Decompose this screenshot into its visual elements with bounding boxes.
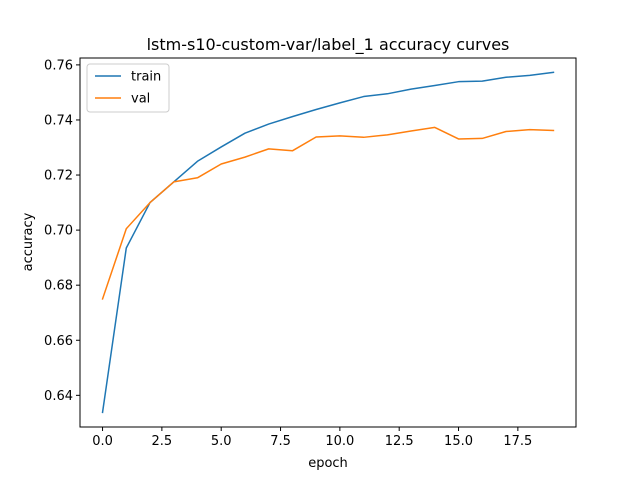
- x-tick-label: 0.0: [92, 434, 113, 449]
- x-axis: 0.0 2.5 5.0 7.5 10.0 12.5 15.0 17.5: [92, 427, 532, 449]
- series-line-val: [101, 126, 555, 300]
- legend-label-val: val: [131, 92, 150, 107]
- series-line-train: [101, 71, 555, 414]
- legend: train val: [86, 63, 170, 113]
- y-axis: 0.64 0.66 0.68 0.70 0.72 0.74 0.76: [44, 58, 80, 404]
- chart-title: lstm-s10-custom-var/label_1 accuracy cur…: [147, 35, 510, 55]
- x-tick-label: 15.0: [444, 434, 473, 449]
- x-tick-label: 7.5: [270, 434, 291, 449]
- y-tick-label: 0.72: [44, 169, 73, 184]
- x-tick-label: 10.0: [325, 434, 354, 449]
- y-tick-label: 0.68: [44, 279, 73, 294]
- x-tick-label: 12.5: [385, 434, 414, 449]
- y-tick-label: 0.76: [44, 58, 73, 73]
- x-tick-label: 2.5: [152, 434, 173, 449]
- x-tick-label: 5.0: [211, 434, 232, 449]
- plot-frame: [79, 57, 577, 428]
- plot-series: [101, 71, 555, 414]
- x-tick-label: 17.5: [503, 434, 532, 449]
- y-tick-label: 0.66: [44, 334, 73, 349]
- y-axis-label: accuracy: [21, 212, 36, 271]
- y-tick-label: 0.64: [44, 389, 73, 404]
- y-tick-label: 0.74: [44, 113, 73, 128]
- x-axis-label: epoch: [308, 456, 348, 471]
- legend-label-train: train: [131, 70, 161, 85]
- y-tick-label: 0.70: [44, 224, 73, 239]
